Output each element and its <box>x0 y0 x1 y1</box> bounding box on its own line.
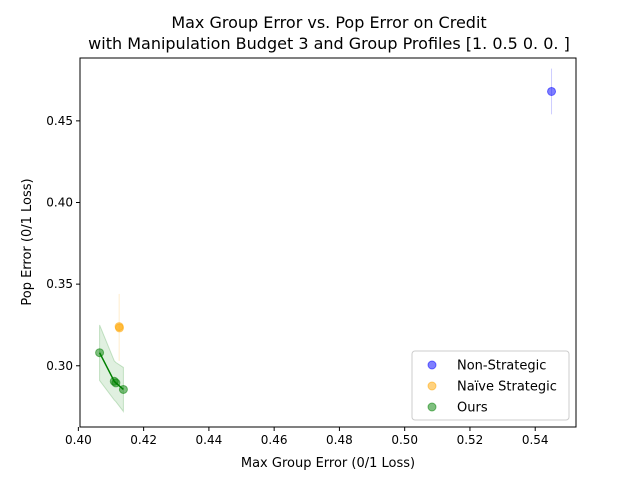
error-band-2 <box>99 324 124 413</box>
legend-box <box>411 350 570 421</box>
x-tick-label-1: 0.42 <box>130 433 157 447</box>
data-point-2-3 <box>118 384 128 394</box>
legend-marker-0 <box>427 360 437 370</box>
y-tick-label-3: 0.45 <box>46 114 73 128</box>
y-tick-label-2: 0.40 <box>46 195 73 209</box>
x-tick-label-0: 0.40 <box>65 433 92 447</box>
legend-marker-1 <box>427 381 437 391</box>
x-tick-label-4: 0.48 <box>326 433 353 447</box>
error-bands <box>99 68 553 413</box>
data-point-2-2 <box>111 378 121 388</box>
data-point-0-0 <box>547 86 557 96</box>
y-tick-label-1: 0.35 <box>46 277 73 291</box>
y-axis-label: Pop Error (0/1 Loss) <box>20 178 35 305</box>
legend-label-1: Naïve Strategic <box>457 380 557 395</box>
chart-title: Max Group Error vs. Pop Error on Credit <box>171 13 486 32</box>
legend: Non-Strategic Naïve Strategic Ours <box>411 350 570 421</box>
x-axis-ticks: 0.40 0.42 0.44 0.46 0.48 0.50 0.52 0.54 <box>65 427 549 447</box>
plot-area-frame <box>79 57 577 428</box>
x-axis-label: Max Group Error (0/1 Loss) <box>241 456 415 471</box>
data-points <box>95 86 557 394</box>
legend-label-2: Ours <box>457 401 488 416</box>
y-axis-ticks: 0.30 0.35 0.40 0.45 <box>46 114 80 373</box>
x-tick-label-2: 0.44 <box>196 433 223 447</box>
data-point-1-1 <box>114 323 124 333</box>
x-tick-label-5: 0.50 <box>391 433 418 447</box>
data-point-2-0 <box>95 348 105 358</box>
x-tick-label-3: 0.46 <box>261 433 288 447</box>
legend-marker-2 <box>427 402 437 412</box>
x-tick-label-6: 0.52 <box>457 433 484 447</box>
y-tick-label-0: 0.30 <box>46 359 73 373</box>
chart-subtitle: with Manipulation Budget 3 and Group Pro… <box>88 34 570 53</box>
x-tick-label-7: 0.54 <box>522 433 549 447</box>
legend-label-0: Non-Strategic <box>457 359 546 374</box>
